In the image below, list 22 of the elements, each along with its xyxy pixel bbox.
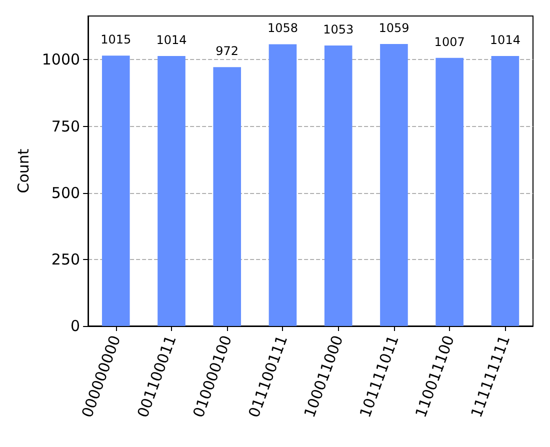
data-label: 1015	[100, 32, 132, 47]
data-label: 1058	[267, 21, 298, 36]
bar	[102, 56, 130, 326]
bar	[436, 58, 464, 326]
data-label: 1007	[434, 34, 465, 49]
bar	[380, 44, 408, 326]
bar	[324, 46, 352, 326]
data-label: 1053	[323, 22, 354, 37]
y-axis-title: Count	[14, 148, 32, 194]
y-tick-label: 0	[70, 317, 80, 335]
data-label: 1014	[156, 32, 187, 47]
data-label: 1059	[378, 20, 410, 35]
bar	[213, 67, 242, 326]
y-tick-label: 500	[51, 184, 80, 202]
bar	[491, 56, 520, 326]
bar	[268, 44, 297, 326]
y-tick-label: 250	[51, 250, 80, 268]
data-label: 1014	[490, 32, 520, 47]
bar	[158, 56, 186, 326]
data-label: 972	[216, 44, 239, 58]
y-tick-label: 1000	[42, 50, 80, 69]
y-tick-label: 750	[51, 117, 80, 136]
